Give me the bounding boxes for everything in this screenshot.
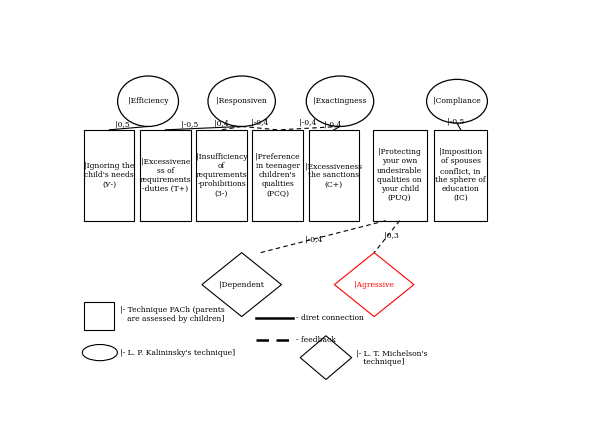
Bar xyxy=(196,130,247,221)
Text: - feedback: - feedback xyxy=(297,336,336,344)
Text: |- L. T. Michelson's
   technique]: |- L. T. Michelson's technique] xyxy=(356,349,428,366)
Text: |Excessiveness
the sanctions
(C+): |Excessiveness the sanctions (C+) xyxy=(306,162,362,188)
Text: |Imposition
of spouses
conflict, in
the sphere of
education
(IC): |Imposition of spouses conflict, in the … xyxy=(435,148,486,202)
Text: |Compliance: |Compliance xyxy=(433,97,481,105)
Bar xyxy=(373,130,426,221)
Bar xyxy=(84,130,135,221)
Text: |-0,4: |-0,4 xyxy=(324,121,341,129)
Bar xyxy=(84,302,114,330)
Bar xyxy=(434,130,487,221)
Bar xyxy=(309,130,359,221)
Text: |Agressive: |Agressive xyxy=(354,281,394,288)
Text: |0,3: |0,3 xyxy=(384,232,399,240)
Bar xyxy=(140,130,191,221)
Text: |Ignoring the
child's needs
(У-): |Ignoring the child's needs (У-) xyxy=(84,162,135,188)
Text: |-0,4: |-0,4 xyxy=(305,235,323,243)
Text: |Responsiven: |Responsiven xyxy=(216,97,267,105)
Text: |Preference
in teenager
children's
qualities
(PCQ): |Preference in teenager children's quali… xyxy=(255,153,300,198)
Text: |-0,4: |-0,4 xyxy=(299,118,316,126)
Text: |Excessivene
ss of
requirements
-duties (T+): |Excessivene ss of requirements -duties … xyxy=(140,157,191,193)
Text: |Protecting
your own
undesirable
qualities on
your child
(PUQ): |Protecting your own undesirable qualiti… xyxy=(377,148,422,202)
Text: - diret connection: - diret connection xyxy=(297,314,364,322)
Text: |Insufficiency
of
requirements
-prohibitions
(З-): |Insufficiency of requirements -prohibit… xyxy=(196,153,248,198)
Text: |0,4: |0,4 xyxy=(214,119,228,127)
Text: |Exactingness: |Exactingness xyxy=(313,97,367,105)
Text: |-0,5: |-0,5 xyxy=(447,118,464,125)
Text: |Dependent: |Dependent xyxy=(219,281,264,288)
Text: |- Technique PACh (parents
   are assessed by children]: |- Technique PACh (parents are assessed … xyxy=(120,305,225,323)
Bar xyxy=(252,130,303,221)
Text: |0,5: |0,5 xyxy=(115,121,130,129)
Text: |-0,5: |-0,5 xyxy=(181,121,198,129)
Text: |-0,4: |-0,4 xyxy=(251,118,268,126)
Text: |Efficiency: |Efficiency xyxy=(128,97,169,105)
Text: |- L. P. Kalininsky's technique]: |- L. P. Kalininsky's technique] xyxy=(120,349,235,357)
